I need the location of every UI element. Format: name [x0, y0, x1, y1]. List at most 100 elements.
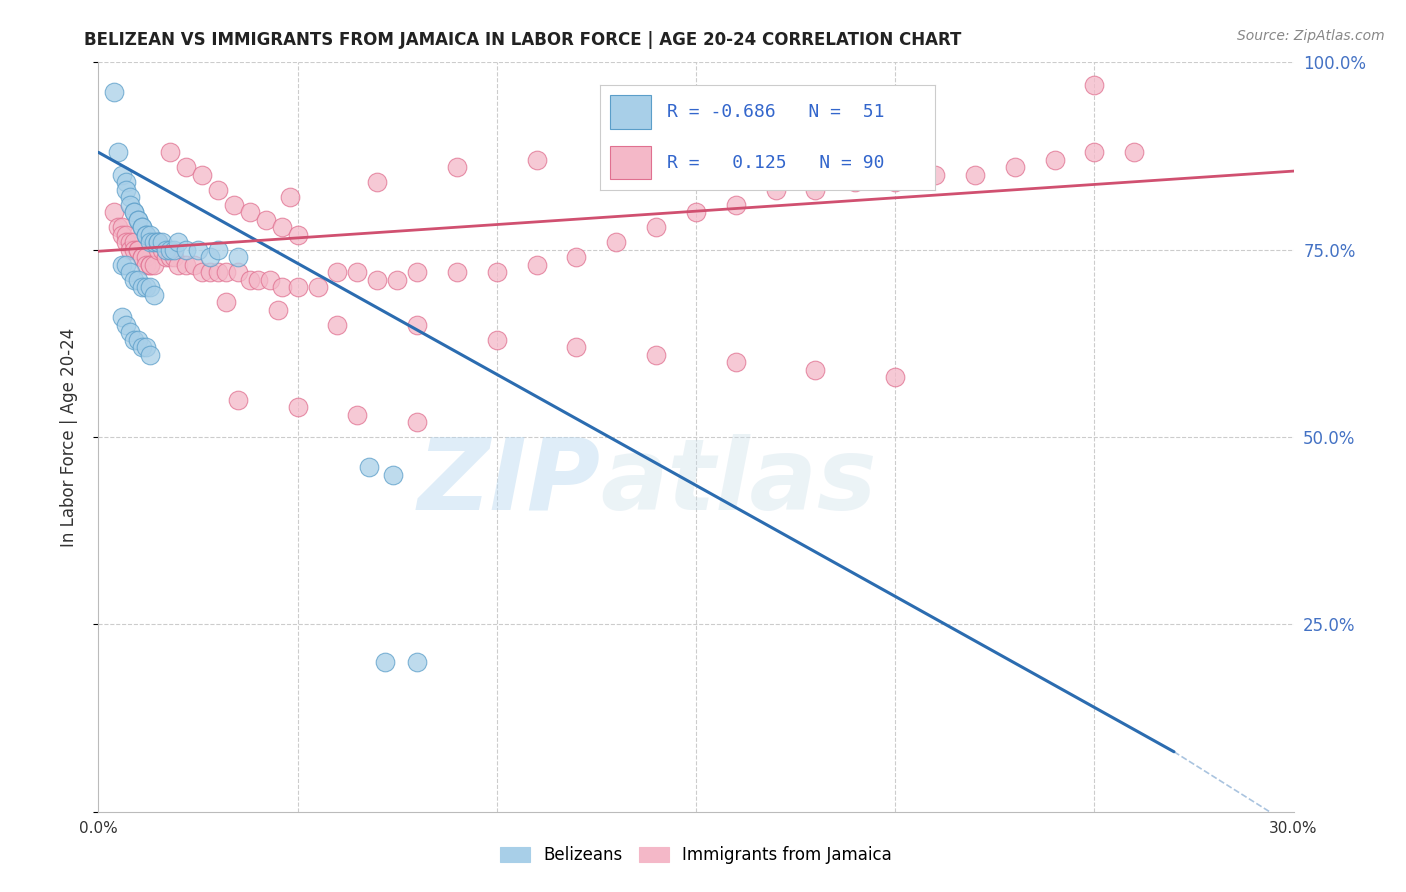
Point [167, 258, 190, 272]
Point [183, 258, 205, 272]
Point [167, 235, 190, 250]
Point [111, 310, 134, 325]
Point [446, 161, 468, 175]
Point [139, 235, 162, 250]
Point [326, 265, 349, 279]
Point [1043, 153, 1066, 167]
Point [605, 235, 627, 250]
Point [111, 227, 134, 242]
Point [406, 655, 429, 669]
Point [131, 250, 153, 264]
Point [924, 168, 946, 182]
Point [565, 340, 588, 354]
Point [270, 280, 292, 294]
Point [148, 235, 170, 250]
Point [222, 198, 245, 212]
Point [103, 205, 125, 219]
Text: atlas: atlas [600, 434, 877, 531]
Point [246, 273, 269, 287]
Legend: Belizeans, Immigrants from Jamaica: Belizeans, Immigrants from Jamaica [494, 839, 898, 871]
Point [565, 250, 588, 264]
Point [124, 205, 146, 219]
Point [143, 258, 166, 272]
Point [131, 220, 153, 235]
Point [374, 655, 396, 669]
Point [174, 243, 197, 257]
Point [120, 235, 142, 250]
Point [326, 318, 349, 332]
Point [120, 243, 142, 257]
Point [526, 153, 548, 167]
Point [115, 258, 138, 272]
Point [724, 198, 747, 212]
Point [526, 258, 548, 272]
Point [163, 243, 186, 257]
Point [135, 340, 157, 354]
Point [148, 235, 170, 250]
Point [107, 220, 129, 235]
Point [685, 205, 707, 219]
Point [148, 235, 170, 250]
Point [844, 175, 866, 189]
Point [215, 265, 238, 279]
Text: BELIZEAN VS IMMIGRANTS FROM JAMAICA IN LABOR FORCE | AGE 20-24 CORRELATION CHART: BELIZEAN VS IMMIGRANTS FROM JAMAICA IN L… [84, 31, 962, 49]
Point [124, 273, 146, 287]
Point [120, 265, 142, 279]
Point [115, 235, 138, 250]
Point [150, 243, 173, 257]
Point [115, 175, 138, 189]
Point [207, 265, 229, 279]
Point [131, 280, 153, 294]
Point [645, 220, 668, 235]
Point [143, 235, 166, 250]
Point [135, 250, 157, 264]
Point [120, 325, 142, 339]
Point [111, 168, 134, 182]
Point [226, 265, 249, 279]
Point [226, 250, 249, 264]
Point [124, 243, 146, 257]
Point [287, 400, 309, 414]
Point [135, 227, 157, 242]
Point [163, 250, 186, 264]
Point [139, 258, 162, 272]
Point [139, 348, 162, 362]
Point [259, 273, 281, 287]
Point [287, 280, 309, 294]
Point [111, 220, 134, 235]
Point [135, 227, 157, 242]
Point [287, 227, 309, 242]
Point [239, 273, 262, 287]
Point [239, 205, 262, 219]
Point [191, 168, 214, 182]
Point [139, 280, 162, 294]
Point [143, 287, 166, 301]
Point [485, 333, 508, 347]
Point [198, 265, 221, 279]
Text: Source: ZipAtlas.com: Source: ZipAtlas.com [1237, 29, 1385, 43]
Point [207, 243, 229, 257]
Point [346, 265, 368, 279]
Point [765, 183, 787, 197]
Point [155, 250, 177, 264]
Point [159, 250, 181, 264]
Point [127, 273, 149, 287]
Point [645, 348, 668, 362]
Point [139, 258, 162, 272]
Point [406, 265, 429, 279]
Point [1083, 145, 1105, 160]
Point [115, 318, 138, 332]
Point [127, 212, 149, 227]
Point [884, 175, 907, 189]
Point [804, 183, 827, 197]
Point [127, 333, 149, 347]
Point [120, 198, 142, 212]
Point [107, 145, 129, 160]
Point [346, 408, 368, 422]
Point [1004, 161, 1026, 175]
Text: ZIP: ZIP [418, 434, 600, 531]
Point [103, 86, 125, 100]
Point [127, 243, 149, 257]
Point [131, 250, 153, 264]
Point [131, 220, 153, 235]
